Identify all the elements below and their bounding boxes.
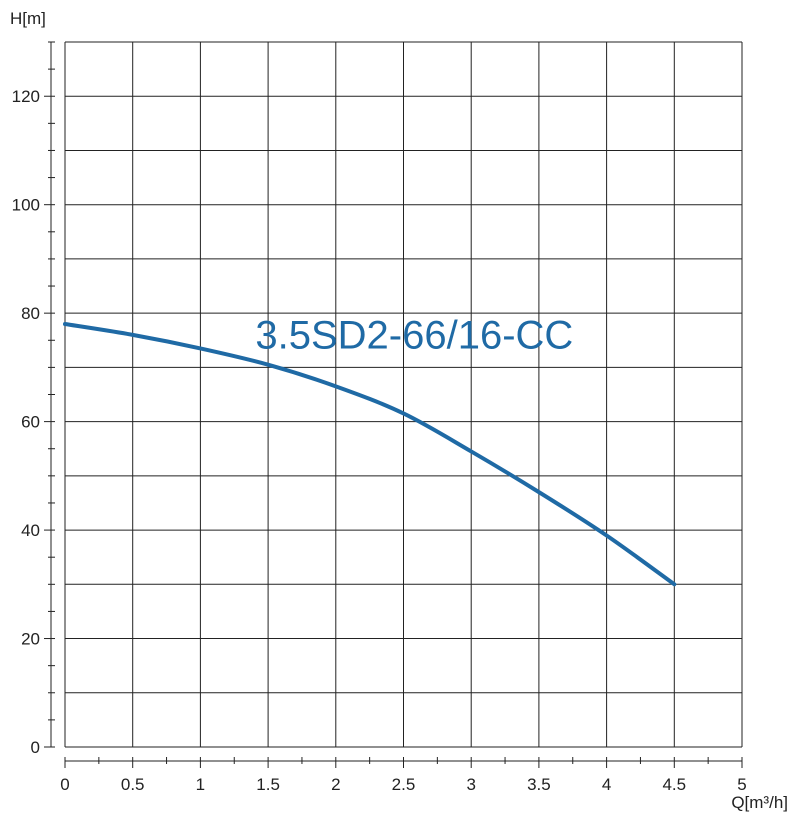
series-line-0 — [63, 322, 677, 587]
y-tick-labels: 0 20 40 60 80 100 120 — [12, 87, 40, 757]
series-group — [63, 322, 677, 587]
x-tick-label: 0 — [60, 775, 69, 794]
y-tick-label: 0 — [31, 738, 40, 757]
x-tick-label: 2 — [331, 775, 340, 794]
minor-ticks — [44, 41, 743, 768]
x-tick-label: 1 — [196, 775, 205, 794]
y-tick-label: 120 — [12, 87, 40, 106]
grid — [64, 41, 743, 748]
y-tick-label: 80 — [21, 304, 40, 323]
x-tick-label: 0.5 — [121, 775, 145, 794]
y-axis-title: H[m] — [10, 9, 46, 28]
y-tick-label: 20 — [21, 630, 40, 649]
x-axis-title: Q[m³/h] — [731, 793, 788, 812]
x-tick-labels: 0 0.5 1 1.5 2 2.5 3 3.5 4 4.5 5 — [60, 775, 746, 794]
y-tick-label: 60 — [21, 413, 40, 432]
curve-label: 3.5SD2-66/16-CC — [255, 313, 573, 357]
x-tick-label: 4 — [602, 775, 611, 794]
y-tick-label: 100 — [12, 196, 40, 215]
x-tick-label: 3 — [466, 775, 475, 794]
x-tick-label: 5 — [737, 775, 746, 794]
x-tick-label: 3.5 — [527, 775, 551, 794]
x-tick-label: 4.5 — [662, 775, 686, 794]
x-tick-label: 2.5 — [392, 775, 416, 794]
y-tick-label: 40 — [21, 521, 40, 540]
x-tick-label: 1.5 — [256, 775, 280, 794]
